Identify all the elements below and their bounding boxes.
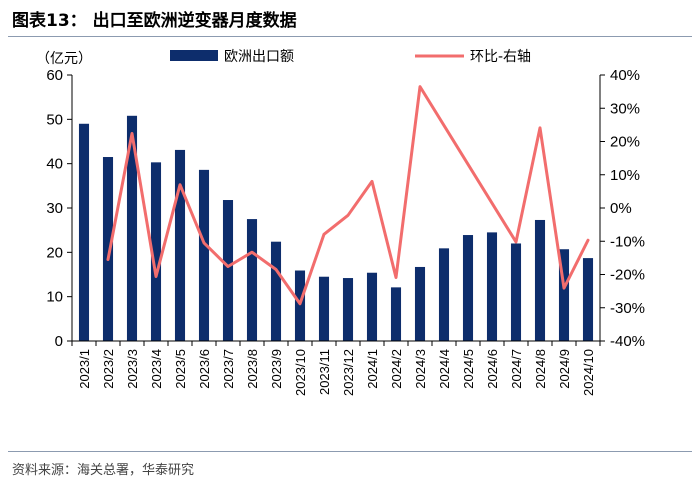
line-series-path [106, 85, 590, 306]
bar [126, 115, 138, 341]
bar [582, 258, 594, 341]
line-series [106, 85, 590, 306]
bar [78, 123, 90, 342]
bar [438, 248, 450, 341]
x-tick-label: 2024/3 [413, 349, 428, 389]
left-tick-label: 60 [46, 67, 63, 84]
footer-divider [8, 451, 692, 452]
x-tick-label: 2024/4 [437, 349, 452, 389]
source-note: 资料来源：海关总署，华泰研究 [12, 463, 195, 478]
x-tick-label: 2024/2 [389, 349, 404, 389]
bar [102, 157, 114, 341]
x-tick-label: 2023/10 [293, 349, 308, 396]
bar [150, 162, 162, 341]
bar [558, 249, 570, 341]
legend-swatch-bar [170, 50, 218, 61]
left-tick-label: 40 [46, 156, 63, 173]
x-tick-label: 2023/6 [197, 349, 212, 389]
bar [486, 232, 498, 341]
axes [67, 74, 605, 346]
x-tick-label: 2024/10 [581, 349, 596, 396]
x-tick-label: 2024/7 [509, 349, 524, 389]
bar [198, 169, 210, 341]
bar [510, 243, 522, 341]
right-tick-label: 40% [610, 67, 640, 84]
right-tick-label: 10% [610, 167, 640, 184]
left-tick-label: 50 [46, 111, 63, 128]
x-tick-label: 2023/1 [77, 349, 92, 389]
right-tick-label: 30% [610, 100, 640, 117]
legend-label-line: 环比-右轴 [470, 49, 531, 65]
figure-title: 图表13： 出口至欧洲逆变器月度数据 [12, 11, 297, 31]
bar [342, 278, 354, 341]
right-tick-label: 20% [610, 134, 640, 151]
bar [222, 200, 234, 341]
bar [366, 272, 378, 341]
left-tick-label: 0 [55, 333, 63, 350]
x-tick-label: 2023/12 [341, 349, 356, 396]
right-tick-label: 0% [610, 200, 632, 217]
bar [270, 241, 282, 341]
left-tick-label: 20 [46, 244, 63, 261]
x-tick-label: 2024/1 [365, 349, 380, 389]
bar [294, 270, 306, 341]
x-tick-label: 2023/9 [269, 349, 284, 389]
bar-series [78, 115, 594, 342]
right-tick-label: -40% [610, 333, 645, 350]
bar [246, 219, 258, 341]
x-tick-label: 2023/11 [317, 349, 332, 395]
x-tick-label: 2023/7 [221, 349, 236, 389]
bar [390, 287, 402, 341]
tick-labels: 0 10 20 30 40 50 60 -40% -30% -20% -10% 0% 10% 20% 30%… [46, 67, 645, 396]
x-tick-label: 2024/9 [557, 349, 572, 389]
y-axis-unit-label: （亿元） [36, 51, 92, 67]
legend: 欧洲出口额 环比-右轴 [170, 49, 531, 65]
bar [174, 149, 186, 341]
title-divider [8, 36, 692, 37]
right-tick-label: -10% [610, 233, 645, 250]
right-tick-label: -20% [610, 267, 645, 284]
left-tick-label: 10 [46, 289, 63, 306]
x-tick-label: 2024/6 [485, 349, 500, 389]
x-tick-label: 2024/8 [533, 349, 548, 389]
x-tick-label: 2024/5 [461, 349, 476, 389]
bar [318, 276, 330, 341]
legend-label-bar: 欧洲出口额 [224, 49, 294, 65]
x-tick-label: 2023/3 [125, 349, 140, 389]
x-tick-label: 2023/2 [101, 349, 116, 389]
x-tick-label: 2023/4 [149, 349, 164, 389]
bar [462, 235, 474, 341]
x-tick-label: 2023/5 [173, 349, 188, 389]
right-tick-label: -30% [610, 300, 645, 317]
bar [414, 266, 426, 341]
bar [534, 219, 546, 341]
x-tick-label: 2023/8 [245, 349, 260, 389]
left-tick-label: 30 [46, 200, 63, 217]
